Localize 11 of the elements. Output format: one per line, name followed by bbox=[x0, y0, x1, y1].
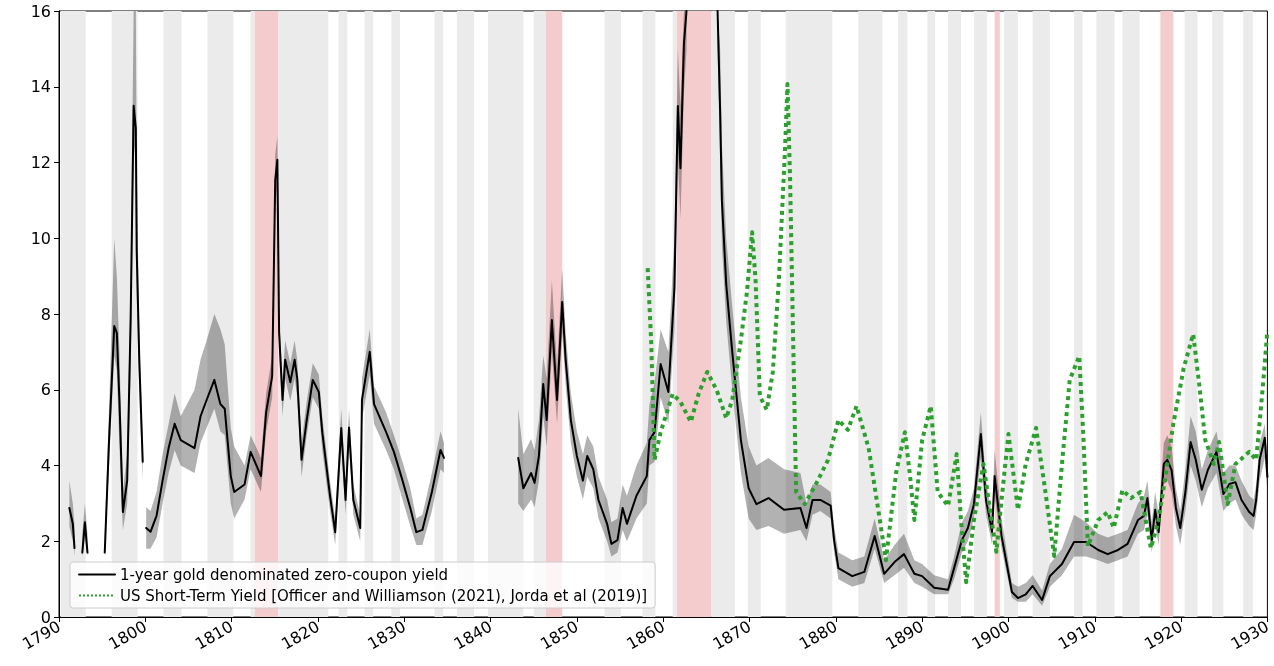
y-tick-label: 14 bbox=[30, 77, 51, 97]
y-tick-label: 4 bbox=[40, 456, 51, 475]
legend-label: US Short-Term Yield [Officer and Williamson (2021), Jorda et al (2019)] bbox=[120, 586, 648, 605]
y-tick-label: 6 bbox=[40, 380, 51, 400]
line-series bbox=[645, 82, 1270, 585]
legend-label: 1-year gold denominated zero-coupon yield bbox=[120, 565, 449, 584]
y-tick-label: 8 bbox=[40, 304, 51, 324]
y-tick-label: 2 bbox=[40, 531, 51, 551]
y-tick-label: 16 bbox=[30, 1, 51, 21]
y-tick-label: 12 bbox=[30, 153, 51, 172]
y-tick-label: 10 bbox=[30, 228, 51, 248]
